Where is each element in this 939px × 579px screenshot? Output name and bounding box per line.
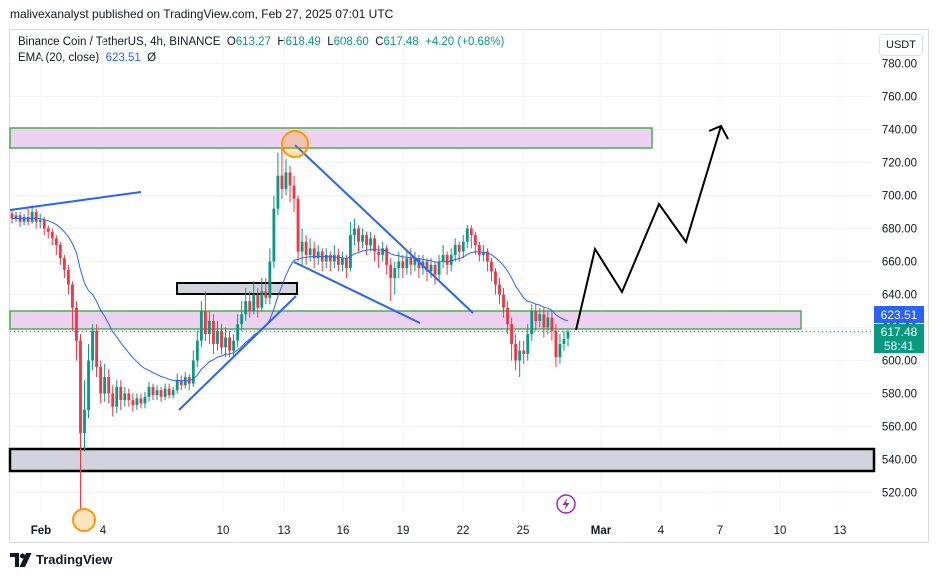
change-value: +4.20 (+0.68%) xyxy=(425,36,505,48)
footer-brand[interactable]: TradingView xyxy=(36,552,113,567)
open-value: 613.27 xyxy=(235,36,271,48)
high-label: H xyxy=(277,36,286,48)
symbol-legend: Binance Coin / TetherUS, 4h, BINANCE O61… xyxy=(18,36,504,48)
close-value: 617.48 xyxy=(383,36,419,48)
footer: TradingView xyxy=(10,552,112,567)
tradingview-logo-icon xyxy=(10,552,32,567)
low-label: L xyxy=(327,36,334,48)
currency-button[interactable]: USDT xyxy=(879,34,923,56)
high-value: 618.49 xyxy=(285,36,321,48)
low-value: 608.60 xyxy=(333,36,369,48)
indicator-value: 623.51 xyxy=(105,52,141,64)
symbol-title[interactable]: Binance Coin / TetherUS, 4h, BINANCE xyxy=(18,36,221,48)
publisher-line: malivexanalyst published on TradingView.… xyxy=(10,7,394,21)
open-label: O xyxy=(226,36,236,48)
close-label: C xyxy=(375,36,384,48)
indicator-visibility-icon[interactable]: Ø xyxy=(147,52,157,64)
chart-frame xyxy=(9,29,929,543)
indicator-legend: EMA (20, close) 623.51 Ø xyxy=(18,52,156,64)
indicator-label[interactable]: EMA (20, close) xyxy=(18,52,100,64)
